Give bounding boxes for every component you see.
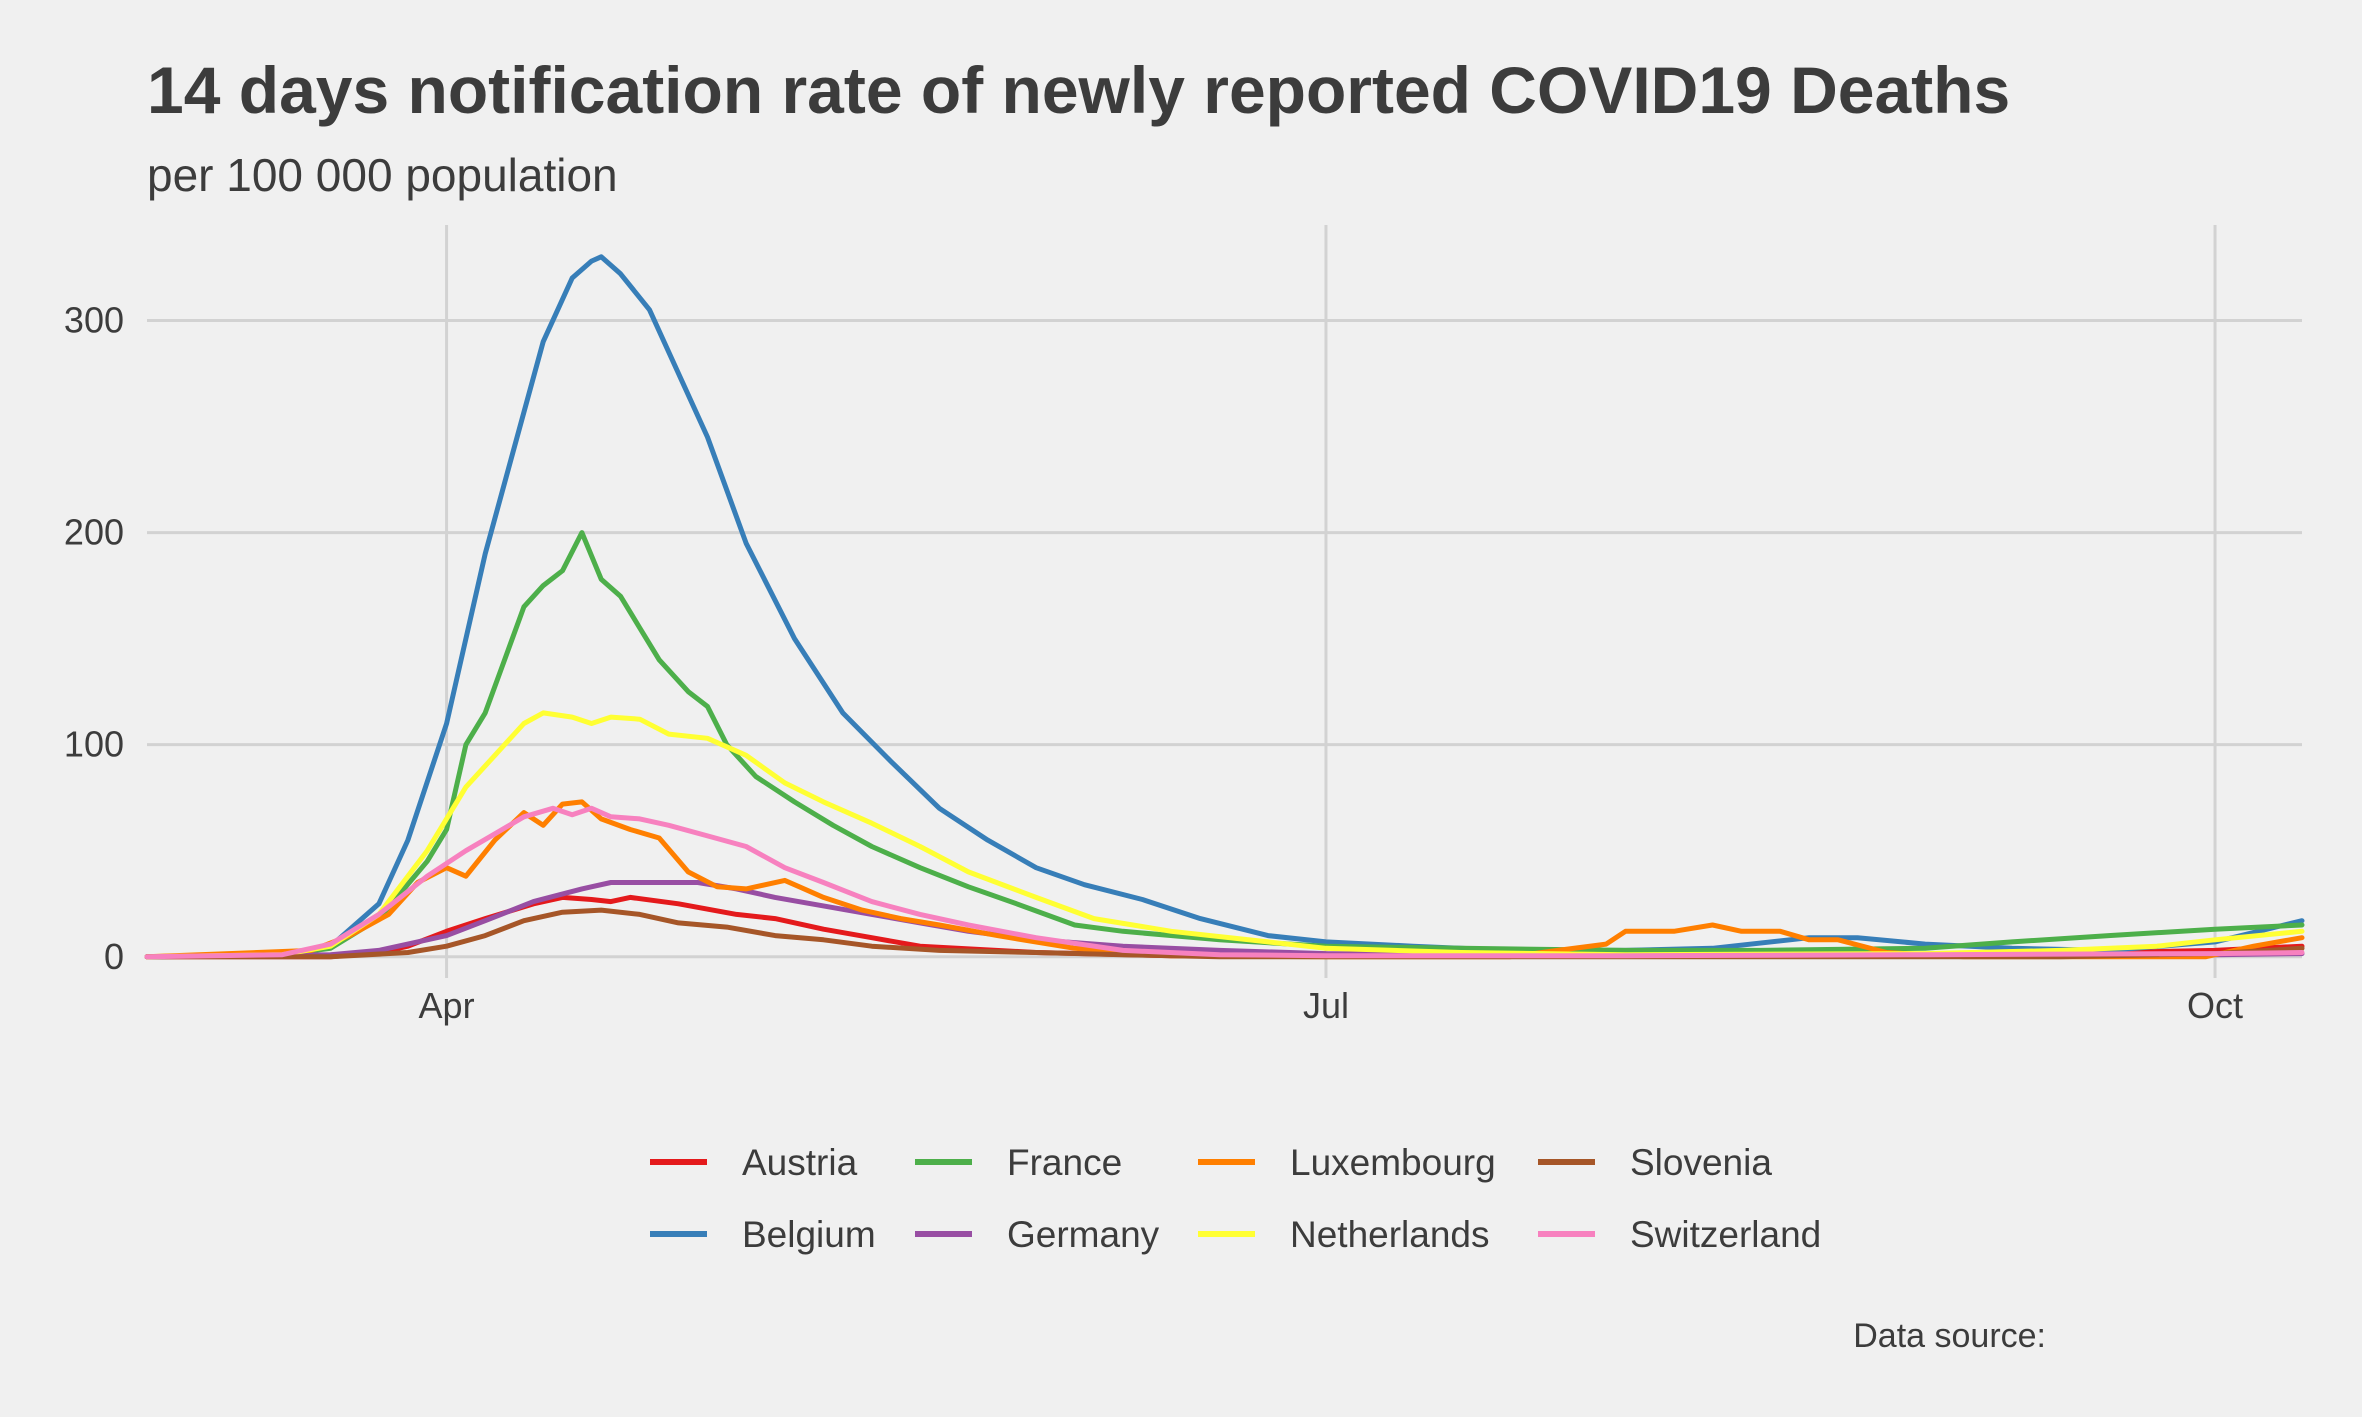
legend: Austria Belgium France Germany Luxembourg Net… [650, 1142, 1821, 1255]
axis-tick-labels: 0 100 200 300 Apr Jul Oct [64, 299, 2243, 1026]
x-tick-label: Jul [1303, 985, 1349, 1026]
x-tick-label: Oct [2187, 985, 2243, 1026]
legend-label-switzerland: Switzerland [1630, 1214, 1821, 1255]
grid [147, 225, 2302, 978]
series-line-netherlands [144, 710, 2305, 960]
series-lines [144, 254, 2305, 960]
legend-label-belgium: Belgium [742, 1214, 876, 1255]
legend-label-luxembourg: Luxembourg [1290, 1142, 1496, 1183]
y-tick-label: 0 [104, 936, 124, 977]
series-line-belgium [144, 254, 2305, 960]
chart-title: 14 days notification rate of newly repor… [147, 53, 2010, 127]
legend-label-slovenia: Slovenia [1630, 1142, 1772, 1183]
data-source-caption: Data source: [1853, 1317, 2046, 1355]
legend-label-austria: Austria [742, 1142, 858, 1183]
legend-label-germany: Germany [1007, 1214, 1160, 1255]
legend-label-netherlands: Netherlands [1290, 1214, 1490, 1255]
series-line-luxembourg [144, 799, 2305, 960]
x-tick-label: Apr [419, 985, 475, 1026]
y-tick-label: 100 [64, 724, 124, 765]
series-line-switzerland [144, 805, 2305, 960]
chart-subtitle: per 100 000 population [147, 149, 618, 201]
y-tick-label: 300 [64, 299, 124, 340]
legend-label-france: France [1007, 1142, 1122, 1183]
y-tick-label: 200 [64, 512, 124, 553]
